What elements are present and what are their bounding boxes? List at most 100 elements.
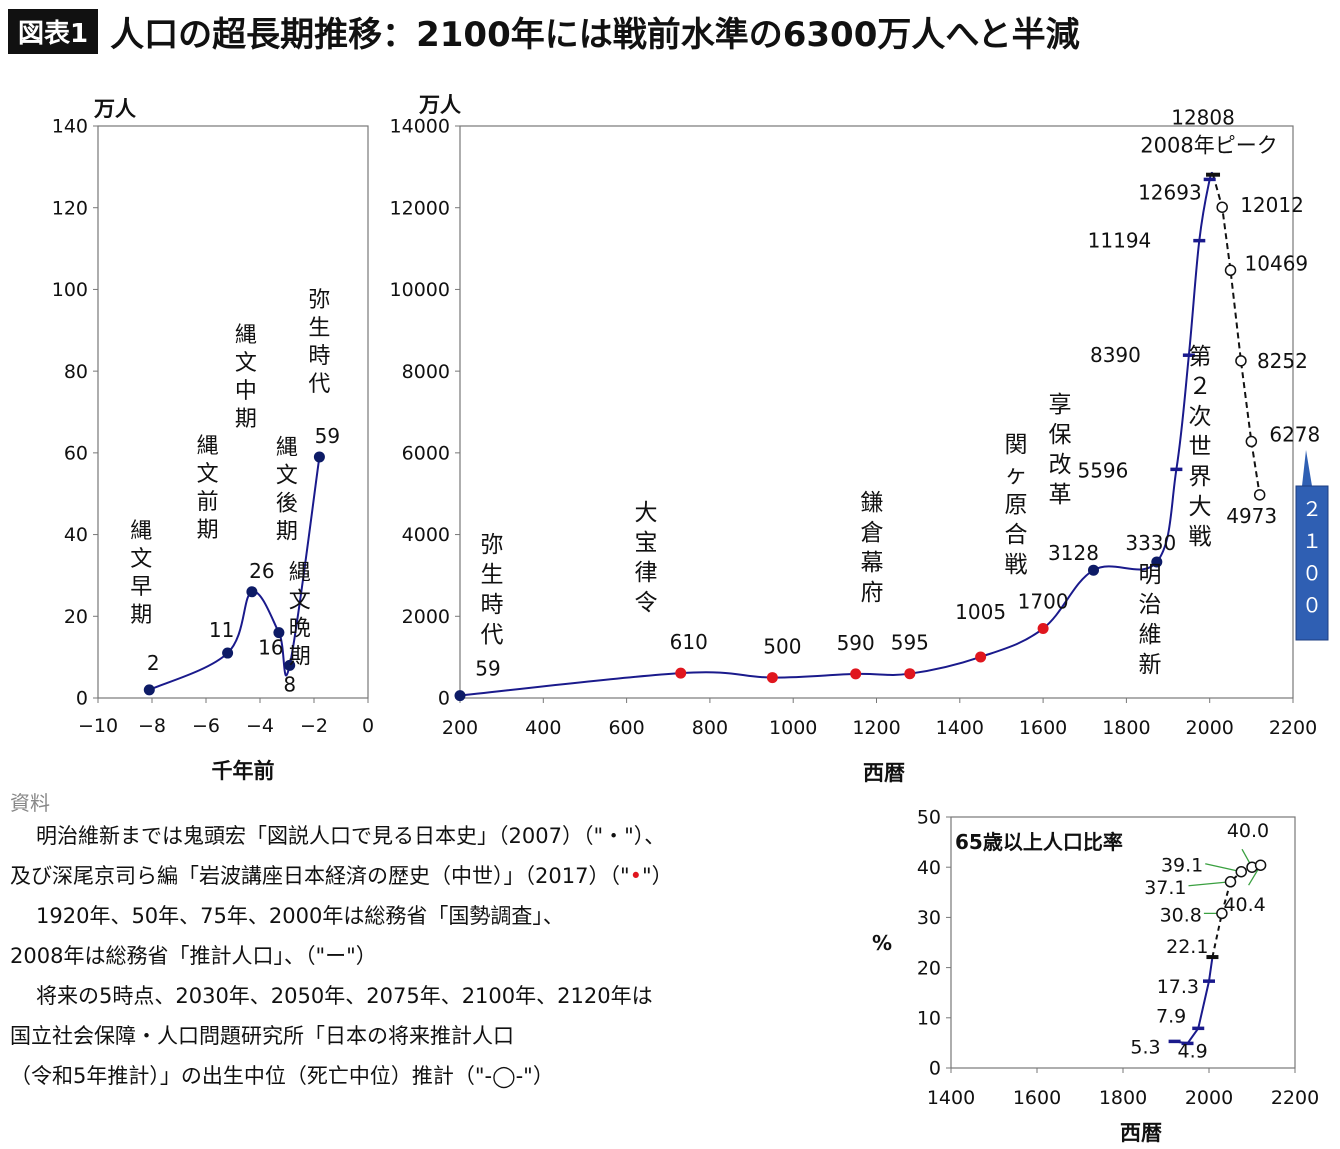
data-label: 39.1 [1161,855,1203,877]
event-label-char: 世 [1189,434,1212,460]
data-point-red [850,668,862,680]
x-tick-label: 2000 [1185,1087,1233,1109]
event-label-char: 府 [861,580,884,606]
data-label: 59 [475,657,500,681]
data-label: 500 [763,635,801,659]
event-label-char: 大 [1189,494,1212,520]
y-tick-label: 0 [438,688,450,710]
period-label-char: 期 [130,603,152,628]
event-label-char: 維 [1139,622,1162,648]
source-line-5: 将来の5時点、2030年、2050年、2075年、2100年、2120年は [36,984,653,1008]
data-point [1087,564,1099,576]
period-label-char: 期 [289,644,311,669]
event-label-char: 大 [635,500,658,526]
y-tick-label: 40 [64,524,88,546]
data-point [246,586,258,598]
period-label-char: 中 [235,379,257,404]
y-tick-label: 120 [52,197,88,219]
event-label-char: 第 [1189,344,1212,370]
y-axis-unit: 万人 [93,97,136,121]
callout-pointer [1302,450,1312,486]
data-point [143,684,155,696]
ratio-projection-line [1211,864,1261,958]
data-label: 26 [249,559,274,583]
data-label: 59 [315,424,340,448]
data-label: 30.8 [1160,904,1202,926]
data-label: 595 [891,631,929,655]
data-label: 1005 [955,600,1006,624]
data-point-red [766,672,778,684]
data-point [313,451,325,463]
y-tick-label: 20 [917,957,941,979]
y-tick-label: 10 [917,1007,941,1029]
period-label-char: 前 [197,490,219,515]
period-label-char: 期 [276,520,298,545]
event-label-char: 倉 [861,520,884,546]
x-tick-label: 2000 [1186,717,1234,739]
period-label-char: 文 [276,464,298,489]
red-dot-icon: • [629,864,642,888]
period-label-char: 時 [308,344,330,369]
x-axis-title: 西暦 [1120,1121,1162,1145]
event-label-char: 鎌 [861,490,884,516]
event-label-char: 合 [1005,522,1028,548]
event-label-char: 戦 [1189,524,1212,550]
x-tick-label: 1600 [1013,1087,1061,1109]
period-label-char: 代 [308,372,330,397]
event-label-char: 弥 [481,532,504,558]
period-label-char: 文 [289,588,311,613]
event-label-char: 原 [1005,492,1028,518]
header: 図表1 人口の超長期推移：2100年には戦前水準の6300万人へと半減 [8,6,1080,56]
figure-tag: 図表1 [8,8,99,54]
data-label: 1700 [1018,590,1069,614]
data-label: 37.1 [1144,877,1186,899]
y-tick-label: 10000 [390,279,450,301]
y-tick-label: 100 [52,279,88,301]
x-tick-label: 200 [442,717,478,739]
x-tick-label: 1600 [1019,717,1067,739]
data-label: 11194 [1088,229,1152,253]
x-tick-label: −4 [246,715,274,737]
plot-frame [459,125,1294,699]
projection-point [1235,865,1247,878]
y-tick-label: 2000 [402,606,450,628]
plot-frame [97,125,369,699]
data-label: 6278 [1269,422,1320,446]
projection-point [1216,201,1228,213]
sources-block: 資料 明治維新までは鬼頭宏「図説人口で見る日本史」（2007）（"・"）、 及び… [10,790,890,1096]
period-label-char: 縄 [197,434,219,459]
data-point [454,690,466,702]
period-label-char: 縄 [276,436,298,461]
x-tick-label: 600 [608,717,644,739]
period-label-char: 期 [235,407,257,432]
x-tick-label: −8 [138,715,166,737]
population-line [459,171,1215,697]
data-label: 5596 [1077,458,1128,482]
y-tick-label: 0 [76,688,88,710]
period-label-char: 縄 [235,323,257,348]
data-label: 17.3 [1157,976,1199,998]
chart-title: 65歳以上人口比率 [955,830,1123,854]
data-label: 5.3 [1130,1036,1160,1058]
data-label: 3128 [1048,541,1099,565]
projection-point [1224,876,1237,888]
data-label: 8252 [1257,349,1308,373]
event-label: 明治維新 [1139,562,1162,678]
period-label-char: 後 [276,492,298,517]
event-label-char: 治 [1139,592,1162,618]
y-tick-label: 20 [64,606,88,628]
y-axis-unit: 万人 [418,93,461,117]
y-tick-label: 140 [52,116,88,138]
sources-label: 資料 [10,791,50,815]
event-label-char: 明 [1139,562,1162,588]
